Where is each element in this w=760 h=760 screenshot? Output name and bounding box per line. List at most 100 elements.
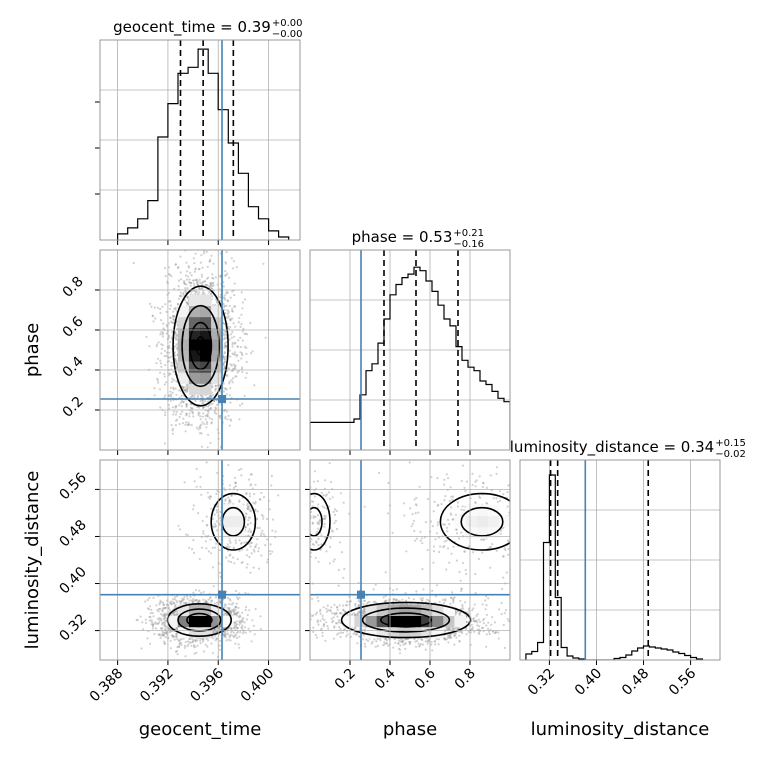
sample-point <box>235 613 238 616</box>
sample-point <box>228 554 231 557</box>
sample-point <box>157 633 160 636</box>
sample-point <box>170 602 173 605</box>
sample-point <box>294 513 296 515</box>
sample-point <box>198 599 201 603</box>
sample-point <box>162 331 165 334</box>
sample-point <box>151 627 154 630</box>
sample-point <box>457 537 461 540</box>
sample-point <box>240 313 243 316</box>
sample-point <box>319 608 322 611</box>
sample-point <box>165 381 168 384</box>
sample-point <box>205 600 208 604</box>
sample-point <box>170 380 174 383</box>
sample-point <box>192 645 196 648</box>
sample-point <box>180 600 184 603</box>
sample-point <box>228 500 231 503</box>
sample-point <box>219 648 222 651</box>
sample-point <box>170 364 173 367</box>
sample-point <box>207 400 210 403</box>
sample-point <box>447 634 450 637</box>
sample-point <box>241 620 244 623</box>
sample-point <box>230 627 233 630</box>
sample-point <box>182 281 186 284</box>
sample-point <box>163 624 166 627</box>
sample-point <box>452 545 455 548</box>
sample-point <box>223 342 227 345</box>
sample-point <box>141 621 144 624</box>
sample-point <box>245 618 248 621</box>
sample-point <box>175 627 178 631</box>
sample-point <box>242 630 245 633</box>
sample-point <box>328 462 331 465</box>
sample-point <box>229 317 232 320</box>
sample-point <box>455 636 458 639</box>
sample-point <box>382 596 385 599</box>
sample-point <box>193 480 196 483</box>
sample-point <box>314 633 317 637</box>
sample-point <box>207 496 210 499</box>
sample-point <box>260 513 264 517</box>
sample-point <box>222 285 225 288</box>
sample-point <box>447 627 450 631</box>
sample-point <box>256 538 259 541</box>
sample-point <box>248 505 251 508</box>
sample-point <box>148 619 151 622</box>
sample-point <box>208 417 211 420</box>
sample-point <box>218 523 222 527</box>
sample-point <box>163 613 166 616</box>
sample-point <box>447 641 450 644</box>
sample-point <box>148 615 151 619</box>
sample-point <box>174 336 177 339</box>
sample-point <box>212 277 215 280</box>
sample-point <box>233 305 236 308</box>
sample-point <box>216 529 219 532</box>
sample-point <box>169 399 172 402</box>
sample-point <box>246 523 249 526</box>
sample-point <box>163 614 166 618</box>
sample-point <box>246 504 249 507</box>
sample-point <box>500 601 503 605</box>
sample-point <box>236 371 239 374</box>
sample-point <box>234 606 237 609</box>
sample-point <box>197 268 200 271</box>
sample-point <box>203 292 206 295</box>
sample-point <box>500 613 503 616</box>
sample-point <box>200 282 204 285</box>
sample-point <box>459 599 462 603</box>
sample-point <box>249 571 252 574</box>
sample-point <box>161 305 164 308</box>
sample-point <box>226 309 229 312</box>
sample-point <box>171 321 174 324</box>
sample-point <box>235 620 238 623</box>
sample-point <box>213 602 216 605</box>
sample-point <box>218 627 221 631</box>
sample-point <box>192 639 195 642</box>
sample-point <box>160 365 163 368</box>
sample-point <box>163 349 166 352</box>
sample-point <box>191 640 195 643</box>
sample-point <box>211 566 215 569</box>
sample-point <box>222 613 225 616</box>
sample-point <box>188 281 192 284</box>
sample-point <box>252 566 255 569</box>
sample-point <box>190 424 193 427</box>
sample-point <box>268 508 271 511</box>
sample-point <box>201 421 204 424</box>
sample-point <box>224 261 227 264</box>
sample-point <box>435 532 438 535</box>
sample-point <box>210 254 213 257</box>
sample-point <box>195 426 198 429</box>
sample-point <box>228 602 231 606</box>
sample-point <box>165 630 168 633</box>
sample-point <box>175 411 178 414</box>
sample-point <box>211 282 214 285</box>
sample-point <box>241 632 244 635</box>
sample-point <box>173 613 176 616</box>
sample-point <box>171 391 174 394</box>
sample-point <box>178 642 182 645</box>
sample-point <box>194 292 197 295</box>
sample-point <box>316 596 319 599</box>
sample-point <box>156 609 159 612</box>
sample-point <box>214 389 217 392</box>
sample-point <box>259 498 262 501</box>
